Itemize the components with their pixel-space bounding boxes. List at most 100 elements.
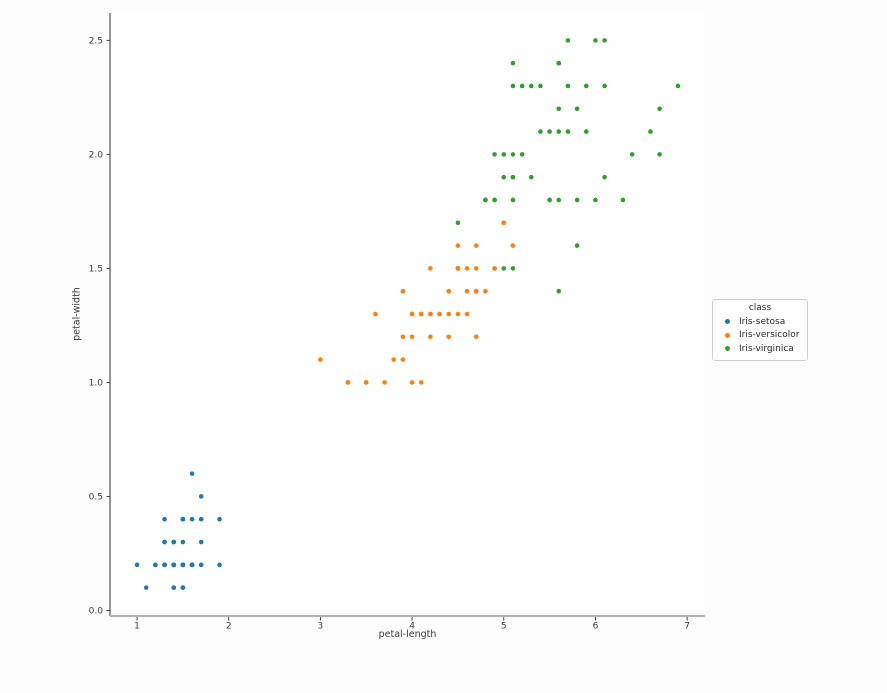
- data-point: [162, 516, 167, 522]
- data-point: [574, 106, 580, 112]
- data-point: [602, 38, 607, 43]
- data-point: [446, 311, 452, 317]
- y-tick-label: 2.5: [89, 36, 103, 46]
- data-point: [143, 585, 149, 590]
- data-point: [428, 334, 433, 340]
- data-point: [528, 174, 534, 180]
- data-point: [373, 311, 378, 317]
- data-point: [198, 494, 204, 499]
- y-tick-label: 2.0: [89, 150, 104, 160]
- data-point: [428, 311, 433, 317]
- data-point: [446, 288, 452, 294]
- legend-label: Iris-setosa: [739, 316, 786, 327]
- data-point: [455, 220, 461, 226]
- data-point: [629, 152, 635, 157]
- data-point: [657, 152, 662, 157]
- data-point: [547, 197, 552, 203]
- data-point: [418, 311, 424, 317]
- data-point: [180, 585, 186, 590]
- x-axis-label: petal-length: [378, 629, 437, 640]
- x-tick-label: 6: [593, 622, 599, 632]
- legend: class Iris-setosa Iris-versicolor Iris-vir…: [712, 299, 808, 361]
- data-point: [501, 174, 507, 180]
- data-point: [556, 106, 562, 112]
- legend-label: Iris-virginica: [739, 343, 794, 354]
- legend-entries: Iris-setosa Iris-versicolor Iris-virginica: [719, 315, 801, 356]
- data-point: [519, 152, 525, 157]
- data-point: [198, 516, 204, 522]
- data-point: [464, 266, 470, 271]
- data-point: [437, 311, 442, 317]
- data-point: [455, 311, 461, 317]
- data-point: [510, 197, 516, 203]
- x-tick-label: 3: [318, 622, 324, 632]
- legend-marker-icon: [725, 319, 730, 325]
- data-point: [510, 83, 516, 89]
- data-point: [455, 266, 461, 271]
- data-point: [510, 152, 516, 157]
- x-tick-label: 5: [501, 622, 507, 632]
- data-point: [583, 129, 589, 134]
- data-point: [134, 562, 140, 568]
- data-point: [363, 380, 369, 385]
- data-point: [189, 562, 195, 568]
- data-point: [400, 357, 406, 362]
- data-point: [473, 334, 479, 340]
- x-tick-label: 4: [409, 622, 415, 632]
- data-point: [473, 266, 479, 271]
- legend-title: class: [748, 303, 772, 313]
- x-tick-label: 2: [226, 622, 232, 632]
- data-point: [556, 197, 562, 203]
- y-tick-label: 1.5: [89, 264, 103, 274]
- data-point: [492, 197, 497, 203]
- data-point: [162, 562, 167, 568]
- data-point: [519, 83, 525, 89]
- data-point: [648, 129, 653, 134]
- legend-entry: Iris-virginica: [719, 342, 801, 356]
- data-point: [428, 266, 433, 271]
- y-tick-label: 0.0: [89, 606, 104, 616]
- legend-entry: Iris-versicolor: [719, 329, 801, 343]
- data-point: [574, 197, 580, 203]
- data-point: [400, 288, 406, 294]
- data-point: [510, 266, 516, 271]
- data-point: [189, 516, 195, 522]
- data-point: [547, 129, 552, 134]
- data-point: [171, 539, 177, 545]
- data-point: [593, 38, 598, 43]
- data-point: [180, 562, 186, 568]
- data-point: [565, 129, 571, 134]
- x-tick-label: 7: [684, 622, 690, 632]
- data-point: [501, 220, 507, 226]
- data-point: [602, 174, 607, 180]
- data-point: [538, 129, 543, 134]
- data-point: [180, 539, 186, 545]
- data-point: [565, 38, 571, 43]
- data-point: [602, 83, 607, 89]
- data-point: [510, 174, 516, 180]
- y-axis-label: petal-width: [71, 287, 83, 341]
- data-point: [492, 152, 497, 157]
- data-point: [473, 243, 479, 248]
- data-point: [528, 83, 534, 89]
- data-point: [501, 266, 507, 271]
- data-point: [180, 516, 186, 522]
- data-point: [556, 288, 562, 294]
- data-point: [510, 243, 516, 248]
- legend-marker-icon: [725, 332, 730, 338]
- data-point: [593, 197, 598, 203]
- data-point: [391, 357, 397, 362]
- data-point: [153, 562, 158, 568]
- data-point: [318, 357, 323, 362]
- data-point: [345, 380, 351, 385]
- data-point: [483, 197, 488, 203]
- data-point: [162, 539, 167, 545]
- y-tick-label: 1.0: [89, 378, 104, 388]
- data-point: [400, 334, 406, 340]
- data-point: [409, 380, 415, 385]
- data-point: [382, 380, 387, 385]
- legend-label: Iris-versicolor: [739, 330, 800, 341]
- data-point: [510, 60, 516, 66]
- data-point: [556, 129, 562, 134]
